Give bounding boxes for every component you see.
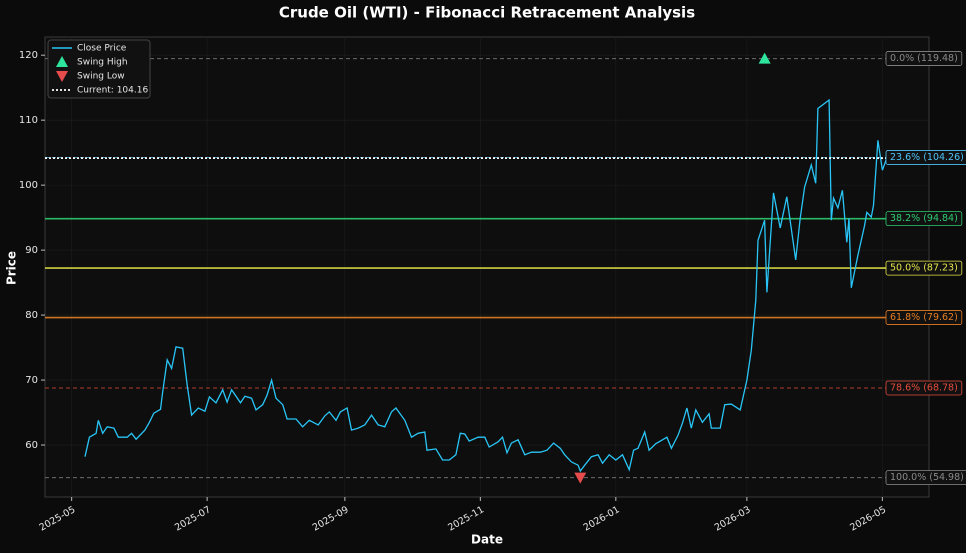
level-label-box: 38.2% (94.84) (885, 211, 963, 227)
level-label-box: 50.0% (87.23) (885, 260, 963, 276)
level-label-bg (885, 150, 966, 165)
level-label: 38.2% (94.84) (890, 213, 958, 224)
swing-marker (574, 472, 587, 484)
legend-box (47, 39, 151, 99)
legend-swatch (56, 56, 68, 67)
legend-label: Swing Low (77, 72, 125, 82)
level-label-bg (885, 310, 963, 325)
level-label: 78.6% (68.78) (890, 382, 958, 393)
level-label: 61.8% (79.62) (890, 312, 958, 323)
y-tick-label: 100 (19, 180, 38, 191)
level-label-bg (885, 260, 963, 276)
swing-marker (758, 52, 771, 64)
y-tick-label: 60 (25, 440, 38, 451)
level-label: 23.6% (104.26) (890, 152, 964, 163)
level-label-box: 0.0% (119.48) (885, 51, 963, 66)
x-axis-label: Date (471, 533, 503, 547)
legend-label: Current: 104.16 (77, 86, 148, 96)
chart-title: Crude Oil (WTI) - Fibonacci Retracement … (279, 4, 695, 22)
level-label-box: 78.6% (68.78) (885, 380, 963, 396)
legend: Close Price Swing High Swing Low Current: 1… (47, 39, 151, 99)
level-label-bg (885, 211, 963, 227)
level-label-bg (885, 380, 963, 396)
legend-label: Swing High (77, 58, 128, 68)
y-axis-label: Price (5, 251, 19, 285)
level-label: 50.0% (87.23) (890, 263, 958, 274)
legend-swatch (56, 71, 68, 82)
level-label-box: 23.6% (104.26) (885, 150, 966, 165)
level-label-bg (885, 51, 963, 66)
y-tick-label: 70 (25, 375, 38, 386)
y-tick-label: 120 (19, 50, 38, 61)
y-tick-label: 110 (19, 115, 38, 126)
legend-label: Close Price (77, 44, 127, 54)
level-label-box: 100.0% (54.98) (885, 470, 966, 486)
price-line (84, 98, 888, 473)
level-label-bg (885, 470, 966, 486)
y-tick-label: 80 (25, 310, 38, 321)
level-label: 100.0% (54.98) (890, 472, 964, 483)
plot-area (44, 36, 930, 498)
level-label-box: 61.8% (79.62) (885, 310, 963, 325)
y-tick-label: 90 (25, 245, 38, 256)
level-label: 0.0% (119.48) (890, 53, 958, 64)
